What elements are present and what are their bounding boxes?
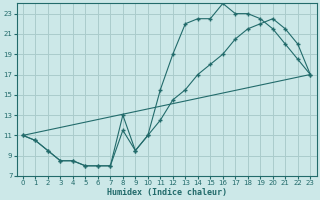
X-axis label: Humidex (Indice chaleur): Humidex (Indice chaleur) (107, 188, 227, 197)
